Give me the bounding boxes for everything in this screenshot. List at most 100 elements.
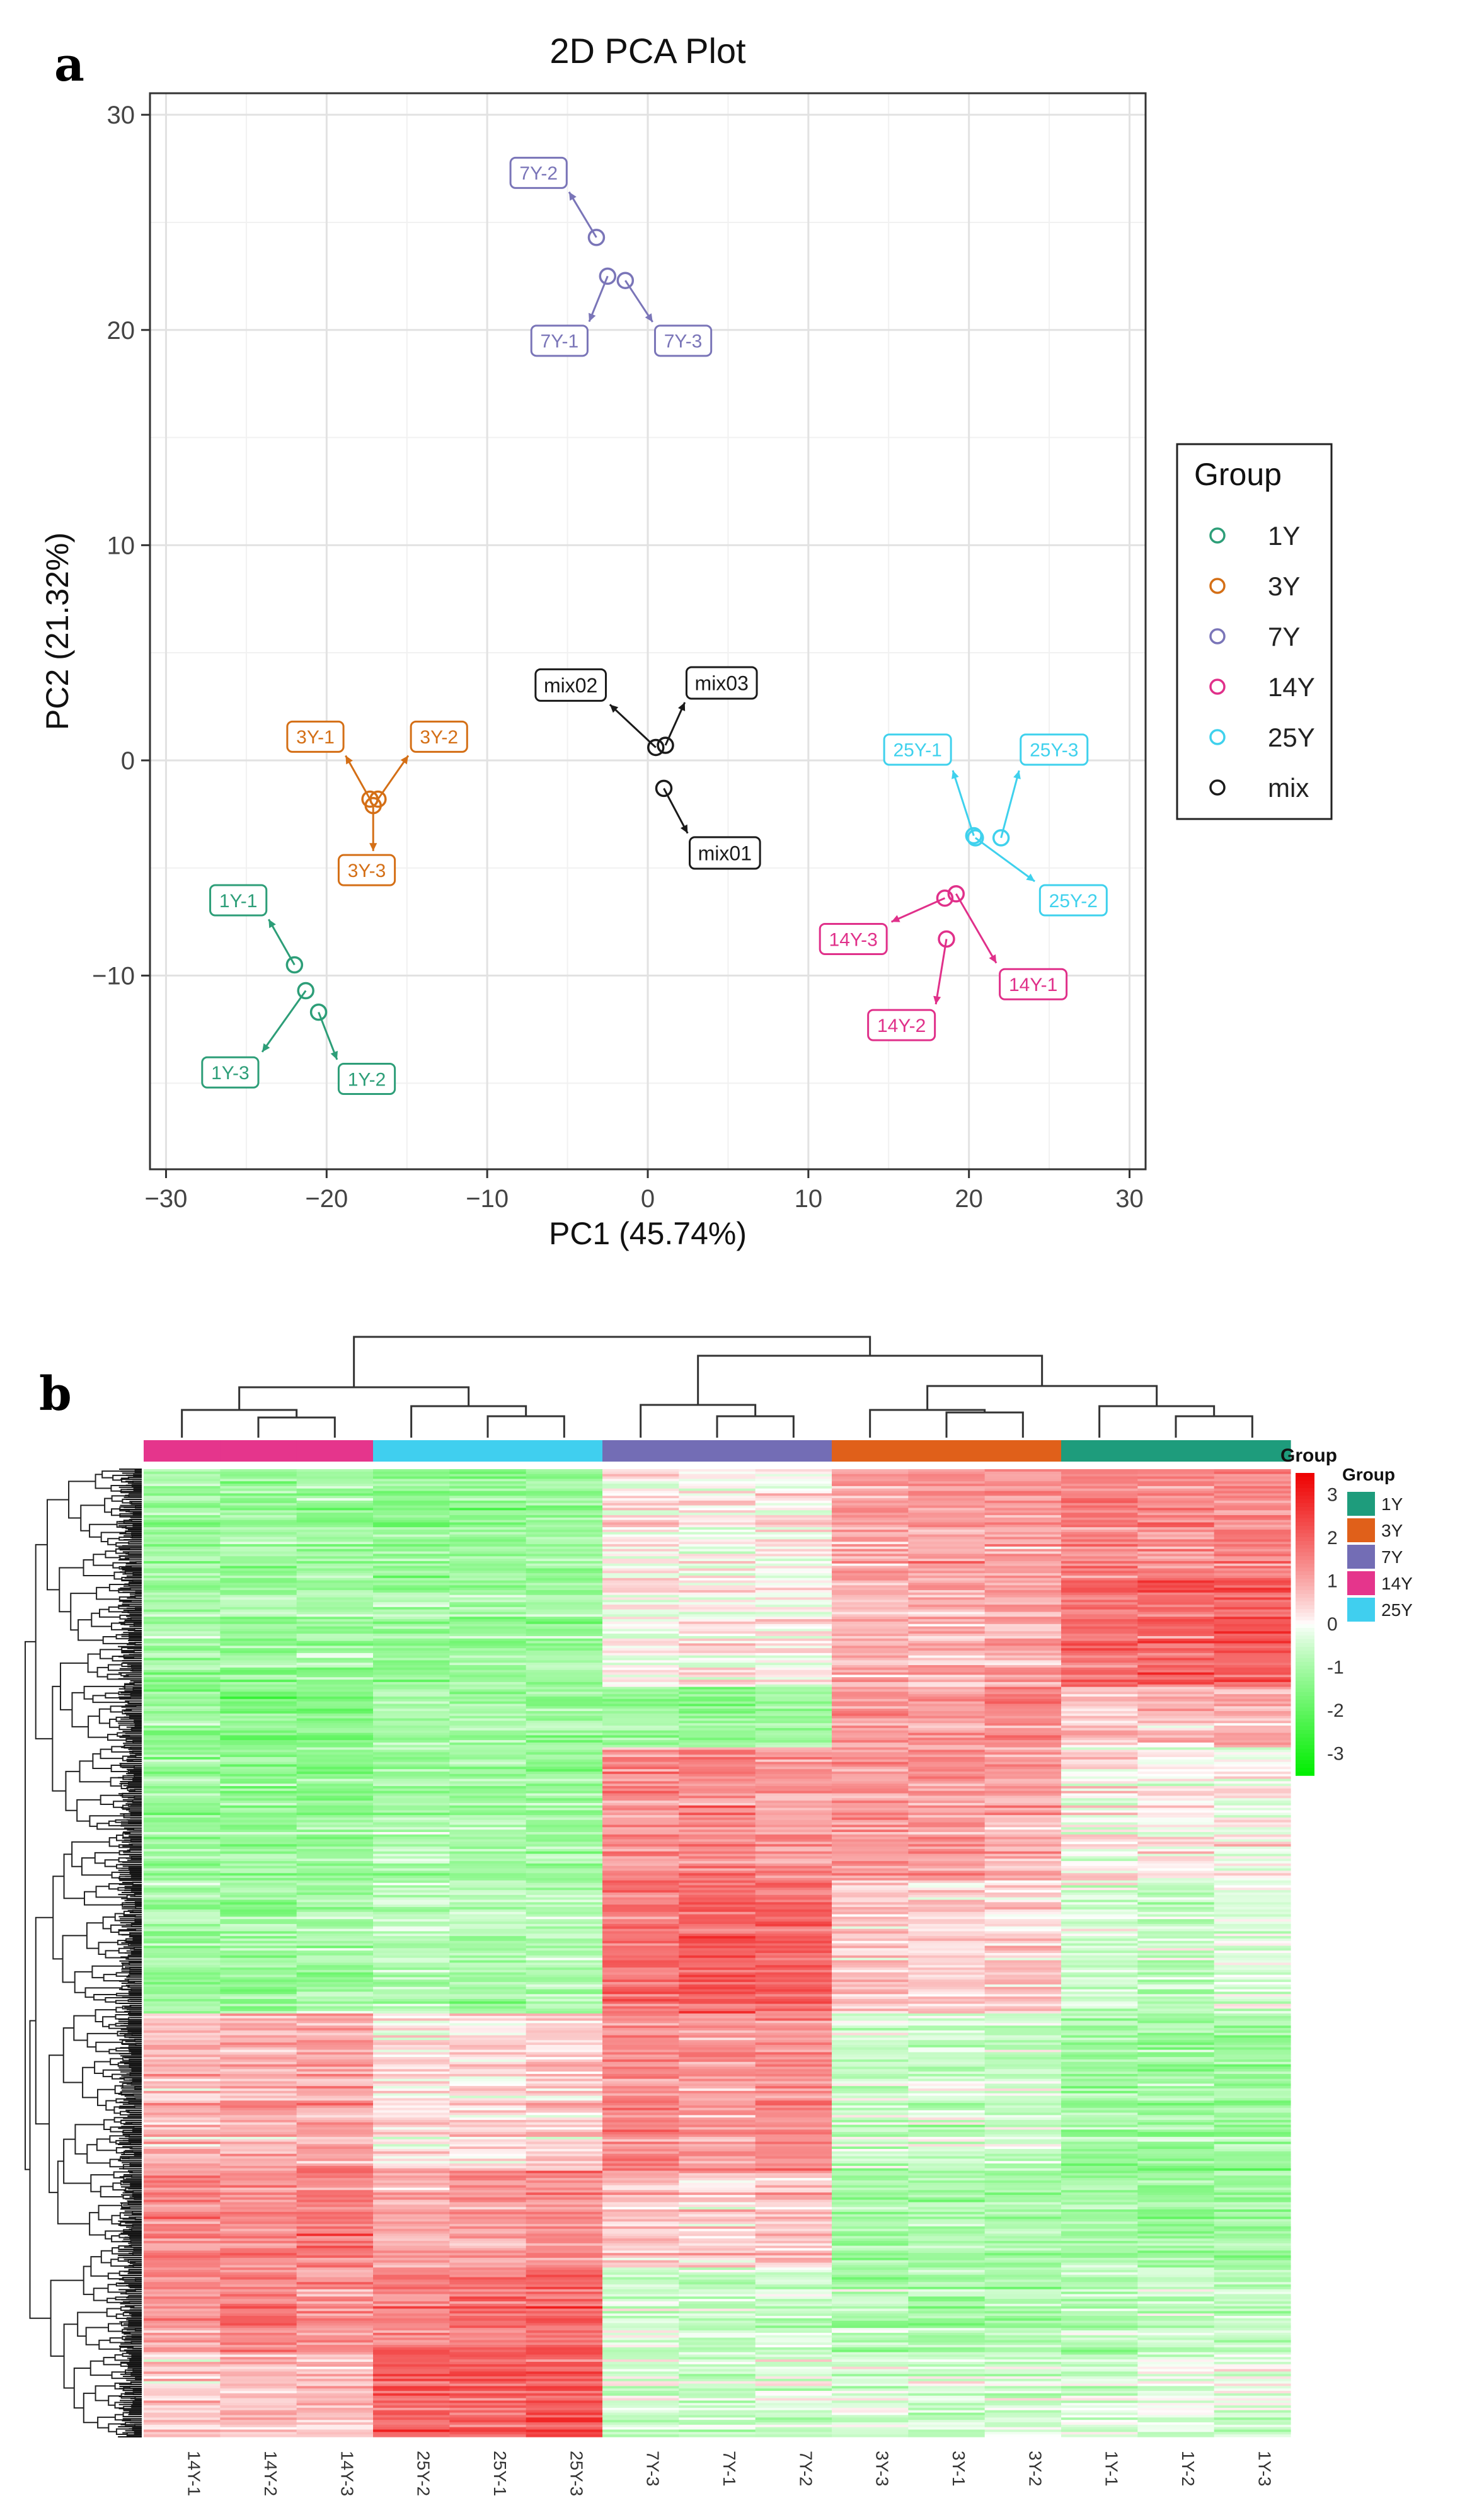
heatmap-cell (296, 1738, 374, 1741)
heatmap-cell (296, 1772, 374, 1775)
heatmap-cell (1061, 1756, 1138, 1760)
heatmap-cell (755, 1517, 832, 1521)
heatmap-cell (296, 1723, 374, 1726)
heatmap-cell (449, 1907, 527, 1910)
heatmap-cell (908, 2040, 986, 2043)
dendrogram-branch (122, 2056, 142, 2061)
dendrogram-branch (52, 1685, 66, 1792)
heatmap-cell (220, 1950, 297, 1954)
heatmap-cell (679, 2001, 756, 2005)
heatmap-cell (526, 1571, 603, 1574)
heatmap-cell (526, 1481, 603, 1484)
heatmap-cell (755, 1648, 832, 1651)
heatmap-cell (144, 1960, 221, 1963)
heatmap-cell (679, 1858, 756, 1862)
pca-point-labels: 1Y-11Y-21Y-33Y-1 3Y-23Y-37Y-17Y-27Y-314Y-… (201, 156, 1108, 1096)
pca-point (647, 738, 665, 757)
heatmap-cell (602, 1721, 679, 1724)
heatmap-cell (449, 1723, 527, 1726)
heatmap-cell (373, 1761, 450, 1765)
heatmap-cell (832, 1793, 909, 1796)
heatmap-cell (220, 1684, 297, 1688)
heatmap-cell (220, 1802, 297, 1806)
heatmap-cell (908, 1931, 986, 1934)
heatmap-cell (832, 1928, 909, 1932)
heatmap-cell (449, 1796, 527, 1799)
heatmap-cell (526, 1832, 603, 1835)
heatmap-cell (220, 1481, 297, 1484)
heatmap-cell (1061, 1542, 1138, 1545)
heatmap-cell (144, 1926, 221, 1930)
heatmap-cell (220, 1909, 297, 1913)
heatmap-cell (144, 1974, 221, 1978)
heatmap-cell (908, 1554, 986, 1557)
heatmap-cell (526, 1807, 603, 1811)
heatmap-cell (984, 1938, 1062, 1942)
heatmap-cell (1137, 1873, 1215, 1876)
heatmap-cell (755, 1982, 832, 1985)
heatmap-cell (1061, 2057, 1138, 2060)
heatmap-cell (908, 1476, 986, 1479)
heatmap-cell (1137, 1694, 1215, 1697)
heatmap-cell (144, 1940, 221, 1944)
dendrogram-branch (109, 2337, 132, 2344)
heatmap-cell (526, 2020, 603, 2024)
heatmap-cell (220, 1726, 297, 1729)
heatmap-cell (602, 2076, 679, 2080)
dendrogram-branch (35, 1916, 54, 2125)
heatmap-cell (1214, 1527, 1291, 1530)
heatmap-cell (984, 2037, 1062, 2041)
dendrogram-branch (107, 1538, 120, 1545)
heatmap-cell (373, 1822, 450, 1826)
heatmap-annotation-cell (373, 1440, 450, 1462)
heatmap-cell (144, 1561, 221, 1564)
heatmap-cell (602, 1907, 679, 1910)
heatmap-cell (296, 1505, 374, 1509)
heatmap-cell (1214, 1815, 1291, 1818)
heatmap-cell (984, 1488, 1062, 1492)
heatmap-cell (755, 2088, 832, 2092)
heatmap-cell (373, 1677, 450, 1680)
heatmap-cell (1061, 1539, 1138, 1542)
heatmap-cell (679, 1624, 756, 1627)
heatmap-cell (832, 1810, 909, 1813)
heatmap-cell (984, 1522, 1062, 1525)
heatmap-cell (1214, 1991, 1291, 1995)
pca-label-box (509, 156, 568, 189)
heatmap-cell (602, 1894, 679, 1898)
heatmap-cell (908, 1568, 986, 1571)
heatmap-cell (602, 1652, 679, 1656)
heatmap-cell (144, 1476, 221, 1479)
heatmap-cell (1137, 1824, 1215, 1828)
dendrogram-branch (105, 1692, 131, 1699)
heatmap-cell (602, 1605, 679, 1608)
heatmap-cell (449, 1484, 527, 1487)
heatmap-cell (296, 1663, 374, 1666)
heatmap-cell (449, 1554, 527, 1557)
heatmap-cell (220, 1764, 297, 1767)
heatmap-cell (984, 1815, 1062, 1818)
heatmap-cell (373, 1624, 450, 1627)
heatmap-cell (220, 1832, 297, 1835)
heatmap-cell (449, 1704, 527, 1707)
heatmap-cell (296, 2020, 374, 2024)
heatmap-cell (984, 1730, 1062, 1734)
heatmap-cell (144, 1551, 221, 1554)
heatmap-cell (832, 1590, 909, 1593)
heatmap-cell (832, 1561, 909, 1564)
heatmap-cell (1061, 1590, 1138, 1593)
heatmap-cell (449, 1784, 527, 1787)
pca-label-box (337, 1063, 396, 1096)
heatmap-cell (602, 1813, 679, 1816)
heatmap-cell (1137, 1868, 1215, 1872)
heatmap-cell (220, 1635, 297, 1639)
heatmap-cell (296, 1965, 374, 1968)
heatmap-cell (220, 1713, 297, 1717)
heatmap-cell (526, 1914, 603, 1917)
heatmap-cell (1137, 1681, 1215, 1685)
heatmap-cell (755, 1776, 832, 1780)
heatmap-cell (984, 1890, 1062, 1893)
heatmap-cell (679, 1563, 756, 1567)
heatmap-cell (296, 1513, 374, 1516)
pca-legend-marker (1209, 527, 1226, 544)
